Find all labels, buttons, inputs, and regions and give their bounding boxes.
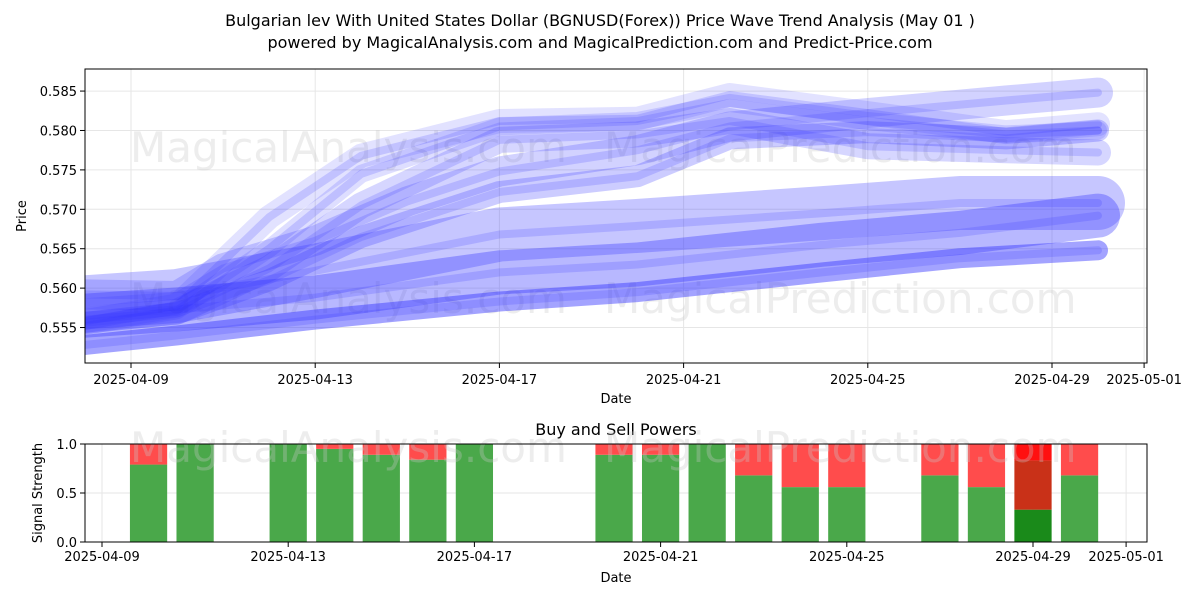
top-y-tick-label: 0.585 bbox=[40, 85, 77, 100]
wave-line-1 bbox=[85, 211, 1102, 320]
top-x-tick-label: 2025-04-13 bbox=[277, 373, 353, 388]
top-x-tick-label: 2025-04-29 bbox=[1014, 373, 1090, 388]
top-x-axis-label: Date bbox=[600, 392, 631, 407]
buy-bar bbox=[921, 475, 959, 542]
top-y-tick-label: 0.560 bbox=[40, 282, 77, 297]
buy-bar bbox=[828, 487, 866, 542]
watermark-magicalprediction-bottom: MagicalPrediction.com bbox=[604, 423, 1077, 472]
top-x-tick-label: 2025-04-09 bbox=[93, 373, 169, 388]
watermark-magicalprediction-mid: MagicalPrediction.com bbox=[604, 274, 1077, 323]
wave-series-group bbox=[85, 77, 1125, 355]
sell-bar bbox=[129, 444, 168, 465]
buy-bar bbox=[316, 448, 354, 542]
buy-bar bbox=[409, 459, 447, 542]
bottom-y-tick-label: 1.0 bbox=[56, 438, 77, 453]
wave-band-8 bbox=[85, 83, 1110, 334]
sell-bar bbox=[921, 444, 959, 476]
bottom-x-tick-label: 2025-04-13 bbox=[250, 550, 326, 565]
bottom-x-ticks: 2025-04-09 2025-04-13 2025-04-17 2025-04-21… bbox=[64, 542, 1164, 565]
sell-bar bbox=[316, 444, 354, 449]
buy-bar bbox=[735, 475, 773, 542]
bottom-y-axis-label: Signal Strength bbox=[31, 443, 46, 543]
wave-band-6 bbox=[85, 108, 1111, 333]
watermark-magicalprediction-top: MagicalPrediction.com bbox=[604, 123, 1077, 172]
buy-bar bbox=[362, 454, 400, 542]
buy-bar bbox=[641, 454, 680, 542]
top-y-tick-label: 0.570 bbox=[40, 203, 77, 218]
wave-line-7 bbox=[85, 98, 1102, 330]
buy-bar bbox=[129, 464, 168, 542]
bottom-x-tick-label: 2025-04-21 bbox=[623, 550, 699, 565]
wave-line-3 bbox=[85, 199, 1102, 307]
buy-bar bbox=[967, 487, 1006, 542]
buy-bar bbox=[781, 487, 819, 542]
bottom-x-tick-label: 2025-05-01 bbox=[1088, 550, 1164, 565]
buy-bar bbox=[176, 444, 214, 542]
sell-bar bbox=[595, 444, 633, 455]
sell-bar bbox=[1060, 444, 1099, 476]
watermark-magicalanalysis-mid: MagicalAnalysis.com bbox=[130, 274, 567, 323]
sell-bar bbox=[641, 444, 680, 455]
sell-bar bbox=[362, 444, 400, 455]
buy-bar bbox=[269, 444, 307, 542]
wave-line-8 bbox=[85, 91, 1102, 326]
buy-bar bbox=[688, 444, 726, 542]
sell-bar bbox=[781, 444, 819, 488]
bottom-x-tick-label: 2025-04-25 bbox=[809, 550, 885, 565]
buy-bar bbox=[1014, 509, 1052, 542]
top-x-tick-label: 2025-04-21 bbox=[646, 373, 722, 388]
top-y-axis-label: Price bbox=[15, 200, 30, 232]
wave-band-7 bbox=[85, 93, 1107, 335]
top-x-tick-label: 2025-05-01 bbox=[1106, 373, 1182, 388]
bottom-y-tick-label: 0.5 bbox=[56, 487, 77, 502]
wave-band-1 bbox=[85, 193, 1120, 338]
top-plot-frame bbox=[84, 68, 1148, 364]
top-grid bbox=[85, 69, 1147, 363]
top-y-ticks: 0.555 0.560 0.565 0.570 0.575 0.580 0.585 bbox=[40, 85, 85, 337]
top-y-tick-label: 0.580 bbox=[40, 124, 77, 139]
wave-line-5 bbox=[85, 126, 1102, 327]
top-x-tick-label: 2025-04-25 bbox=[830, 373, 906, 388]
sell-bar-strong bbox=[1014, 444, 1052, 461]
chart-title-line2: powered by MagicalAnalysis.com and Magic… bbox=[267, 33, 932, 52]
wave-band-2 bbox=[85, 240, 1108, 355]
sell-bar bbox=[735, 444, 773, 476]
sell-bar bbox=[409, 444, 447, 460]
sell-bar bbox=[1014, 460, 1052, 510]
wave-band-3 bbox=[85, 176, 1125, 330]
wave-band-5 bbox=[85, 119, 1109, 334]
top-y-tick-label: 0.565 bbox=[40, 243, 77, 258]
wave-line-2 bbox=[85, 246, 1102, 349]
top-y-tick-label: 0.575 bbox=[40, 164, 77, 179]
sell-bar bbox=[828, 444, 866, 488]
top-x-tick-label: 2025-04-17 bbox=[462, 373, 538, 388]
bottom-x-tick-label: 2025-04-17 bbox=[437, 550, 513, 565]
buy-bar bbox=[455, 444, 494, 542]
bottom-x-tick-label: 2025-04-29 bbox=[995, 550, 1071, 565]
bottom-y-ticks: 0.0 0.5 1.0 bbox=[56, 438, 85, 551]
buy-bar bbox=[595, 454, 633, 542]
bottom-x-axis-label: Date bbox=[600, 571, 631, 586]
wave-line-6 bbox=[85, 117, 1102, 324]
bottom-chart-title: Buy and Sell Powers bbox=[535, 420, 697, 439]
wave-line-4 bbox=[85, 88, 1102, 300]
top-y-tick-label: 0.555 bbox=[40, 322, 77, 337]
sell-bar bbox=[967, 444, 1006, 488]
watermark-magicalanalysis-top: MagicalAnalysis.com bbox=[130, 123, 567, 172]
bottom-x-tick-label: 2025-04-09 bbox=[64, 550, 140, 565]
power-bars-group bbox=[129, 444, 1099, 542]
watermark-magicalanalysis-bottom: MagicalAnalysis.com bbox=[130, 423, 567, 472]
wave-band-4 bbox=[85, 77, 1113, 311]
bottom-y-tick-label: 0.0 bbox=[56, 536, 77, 551]
top-x-ticks: 2025-04-09 2025-04-13 2025-04-17 2025-04-21… bbox=[93, 363, 1182, 388]
chart-title-line1: Bulgarian lev With United States Dollar … bbox=[225, 11, 975, 30]
buy-bar bbox=[1060, 475, 1099, 542]
